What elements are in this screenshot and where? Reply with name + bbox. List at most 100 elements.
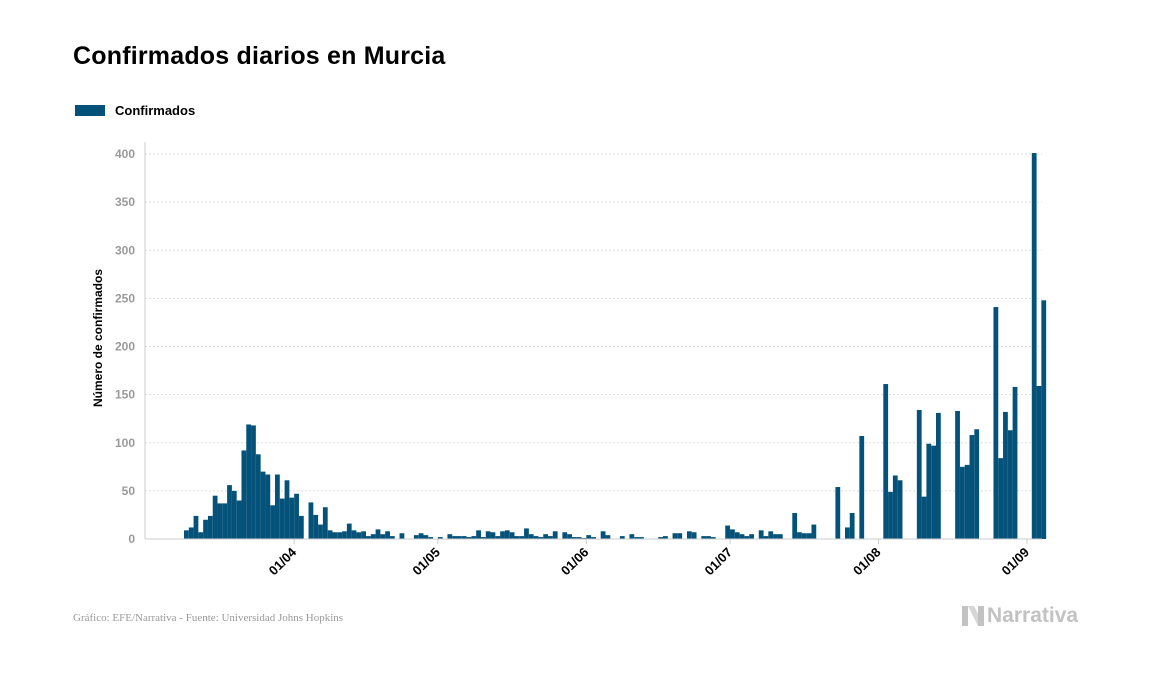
bar bbox=[1007, 430, 1013, 539]
x-tick-label: 01/06 bbox=[558, 545, 592, 579]
bar bbox=[619, 536, 625, 539]
bar bbox=[974, 429, 980, 539]
y-tick-label: 350 bbox=[115, 195, 135, 209]
bar bbox=[370, 534, 376, 539]
y-tick-label: 0 bbox=[128, 532, 135, 546]
bar bbox=[1031, 153, 1037, 540]
bar bbox=[318, 524, 323, 539]
bar bbox=[217, 503, 223, 539]
narrativa-logo-icon bbox=[962, 606, 984, 626]
bars bbox=[184, 153, 1047, 540]
bar bbox=[629, 534, 635, 539]
bar bbox=[289, 497, 295, 539]
source-note: Gráfico: EFE/Narrativa - Fuente: Univers… bbox=[73, 612, 344, 624]
y-tick-label: 250 bbox=[115, 291, 135, 305]
bar bbox=[662, 536, 668, 539]
narrativa-logo: Narrativa bbox=[962, 604, 1078, 628]
bar bbox=[485, 531, 491, 539]
legend: Confirmados bbox=[75, 103, 195, 118]
bar bbox=[725, 525, 731, 539]
chart-title: Confirmados diarios en Murcia bbox=[73, 42, 446, 70]
bar bbox=[207, 515, 213, 539]
bar bbox=[672, 533, 678, 539]
bar bbox=[801, 533, 807, 539]
bar bbox=[356, 532, 362, 539]
bar bbox=[198, 532, 204, 539]
bar bbox=[562, 532, 568, 539]
bar bbox=[792, 513, 798, 539]
bar bbox=[294, 493, 299, 539]
bar bbox=[476, 530, 481, 539]
bar bbox=[797, 532, 802, 539]
bar bbox=[691, 532, 697, 539]
bar bbox=[935, 412, 941, 539]
y-tick-label: 300 bbox=[115, 243, 135, 257]
y-tick-label: 200 bbox=[115, 340, 135, 354]
bar bbox=[734, 532, 740, 539]
bar bbox=[399, 533, 405, 539]
bar bbox=[849, 513, 855, 539]
bar bbox=[533, 536, 539, 539]
bar bbox=[495, 536, 501, 539]
bar bbox=[193, 515, 199, 539]
bar bbox=[423, 535, 429, 539]
bar bbox=[969, 435, 975, 539]
bar bbox=[418, 533, 424, 539]
bar bbox=[231, 490, 237, 540]
bar bbox=[251, 425, 256, 539]
bar bbox=[461, 536, 467, 539]
bar bbox=[437, 537, 443, 539]
bar bbox=[203, 519, 208, 539]
y-axis-label: Número de confirmados bbox=[91, 269, 105, 407]
bar bbox=[308, 502, 314, 539]
bar bbox=[552, 531, 558, 539]
bar bbox=[916, 410, 922, 539]
bar bbox=[452, 536, 458, 539]
bar bbox=[730, 529, 735, 540]
bar bbox=[413, 535, 419, 539]
bar bbox=[275, 474, 280, 539]
bar bbox=[222, 503, 228, 539]
bar bbox=[284, 480, 290, 539]
bar bbox=[998, 458, 1004, 539]
grid-lines bbox=[145, 153, 1042, 492]
bar bbox=[1003, 411, 1008, 539]
bar bbox=[634, 537, 640, 539]
y-tick-label: 400 bbox=[115, 147, 135, 161]
bar bbox=[888, 491, 893, 539]
bar bbox=[538, 537, 544, 539]
bar bbox=[658, 537, 663, 539]
bar bbox=[739, 534, 745, 539]
bar bbox=[773, 534, 778, 539]
bar bbox=[706, 536, 711, 539]
bar bbox=[375, 529, 381, 540]
bar bbox=[500, 531, 505, 539]
bar bbox=[921, 496, 927, 539]
x-tick-label: 01/07 bbox=[702, 545, 736, 579]
bar bbox=[993, 307, 999, 539]
bar bbox=[236, 500, 242, 539]
bar bbox=[806, 533, 812, 539]
bar bbox=[519, 536, 525, 539]
bar bbox=[279, 498, 285, 539]
bar bbox=[835, 487, 841, 539]
bar bbox=[514, 536, 520, 539]
bar bbox=[227, 485, 232, 539]
bar bbox=[744, 536, 750, 539]
bar bbox=[926, 443, 932, 539]
bar bbox=[270, 505, 276, 539]
bar bbox=[490, 532, 496, 539]
bar bbox=[763, 536, 769, 539]
bar bbox=[212, 495, 218, 539]
bar bbox=[749, 534, 754, 539]
bar bbox=[332, 532, 338, 539]
x-tick-label: 01/08 bbox=[850, 545, 884, 579]
bar bbox=[265, 474, 271, 539]
y-tick-label: 50 bbox=[122, 484, 136, 498]
bar bbox=[366, 536, 371, 539]
bar bbox=[959, 466, 965, 539]
bar bbox=[313, 514, 319, 539]
bar bbox=[777, 534, 783, 539]
bar bbox=[241, 450, 247, 539]
